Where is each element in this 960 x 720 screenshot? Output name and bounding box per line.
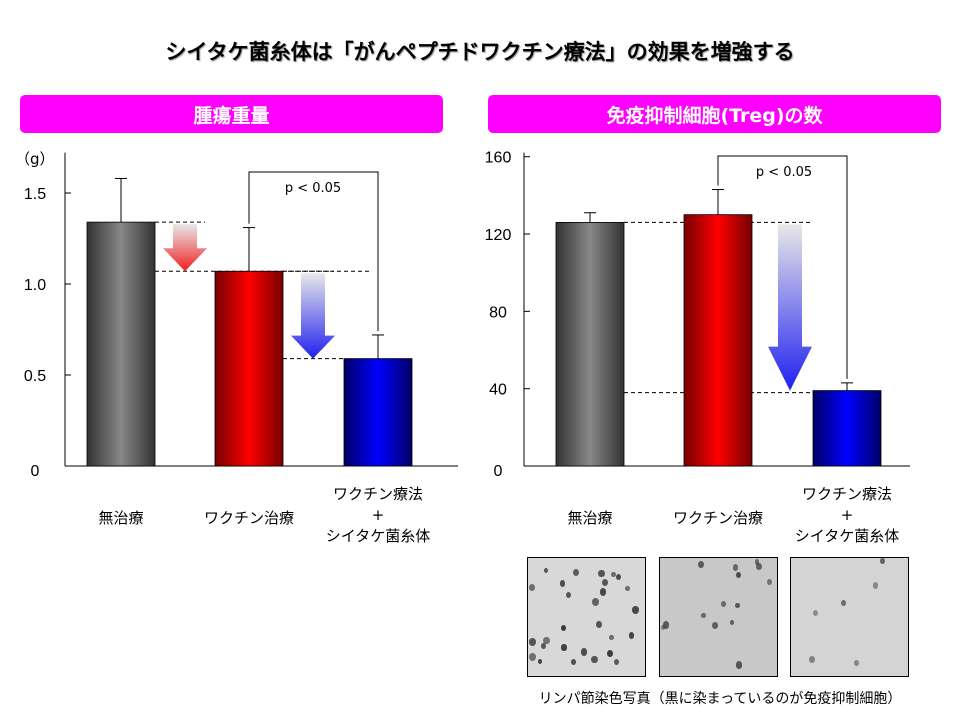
stained-cell	[721, 601, 727, 608]
stained-cell	[580, 648, 588, 656]
category-label: ワクチン療法	[802, 485, 892, 503]
stained-cell	[632, 606, 639, 615]
stained-cell	[701, 612, 707, 619]
stained-cell	[561, 644, 567, 651]
stained-cell	[529, 583, 536, 591]
stained-cell	[528, 653, 536, 662]
stained-cell	[544, 567, 549, 574]
category-label: ワクチン治療	[673, 509, 763, 527]
p-value-label: p < 0.05	[285, 181, 341, 196]
y-tick-label: 80	[489, 304, 507, 321]
stained-cell	[598, 569, 605, 577]
y-tick-label: 120	[485, 227, 512, 244]
significance-bracket	[248, 171, 379, 331]
significance-bracket	[717, 155, 848, 379]
lymph-node-photo-combined	[790, 557, 909, 677]
stained-cell	[601, 578, 608, 586]
stained-cell	[566, 592, 572, 599]
stained-cell	[615, 573, 621, 581]
stained-cell	[698, 561, 705, 569]
stained-cell	[529, 637, 536, 646]
stained-cell	[660, 625, 665, 631]
treg-count-header: 免疫抑制細胞(Treg)の数	[488, 95, 941, 133]
category-label: +	[841, 506, 854, 524]
category-label: +	[372, 506, 385, 524]
y-axis-unit-label: （g）	[15, 150, 55, 168]
stained-cell	[872, 582, 879, 589]
stained-cell	[628, 632, 635, 639]
stained-cell	[591, 655, 598, 663]
stained-cell	[735, 602, 740, 609]
y-tick-label: 0	[31, 463, 40, 480]
stained-cell	[570, 658, 576, 665]
decrease-arrow-icon	[291, 273, 335, 359]
bar-0	[555, 222, 625, 467]
p-value-label: p < 0.05	[756, 165, 812, 180]
category-label: シイタケ菌糸体	[326, 527, 430, 545]
stained-cell	[735, 571, 741, 579]
stained-cell	[591, 598, 599, 607]
stained-cell	[711, 622, 718, 630]
stained-cell	[572, 569, 579, 577]
stained-cell	[812, 609, 818, 616]
decrease-arrow-icon	[768, 224, 812, 391]
category-label: ワクチン治療	[204, 509, 294, 527]
stained-cell	[560, 624, 566, 631]
y-tick-label: 1.0	[24, 277, 46, 294]
stained-cell	[537, 658, 543, 664]
decrease-arrow-icon	[163, 224, 207, 272]
lymph-node-photo-untreated	[527, 557, 646, 677]
bar-2	[812, 390, 882, 467]
stained-cell	[662, 620, 670, 629]
tumor-weight-header: 腫瘍重量	[20, 95, 443, 133]
y-tick-label: 1.5	[24, 186, 46, 203]
stained-cell	[611, 572, 616, 578]
stained-cell	[808, 656, 815, 664]
bar-2	[343, 358, 413, 467]
stained-cell	[543, 636, 550, 645]
category-label: 無治療	[98, 509, 143, 527]
stained-cell	[880, 558, 885, 565]
stained-cell	[756, 562, 763, 570]
bar-1	[683, 214, 753, 467]
slide-title: シイタケ菌糸体は「がんペプチドワクチン療法」の効果を増強する	[165, 40, 795, 64]
category-label: ワクチン療法	[333, 485, 423, 503]
stained-cell	[729, 620, 735, 626]
bar-1	[214, 270, 284, 467]
stained-cell	[614, 659, 620, 666]
photo-caption: リンパ節染色写真（黒に染まっているのが免疫抑制細胞）	[538, 691, 902, 707]
stained-cell	[854, 660, 859, 666]
y-tick-label: 0.5	[24, 368, 46, 385]
lymph-node-photo-vaccine	[659, 557, 778, 677]
stained-cell	[736, 661, 743, 669]
stained-cell	[767, 579, 773, 586]
category-label: 無治療	[567, 509, 612, 527]
stained-cell	[599, 588, 607, 596]
stained-cell	[841, 600, 846, 607]
stained-cell	[732, 564, 739, 571]
stained-cell	[607, 649, 614, 658]
stained-cell	[625, 585, 630, 592]
bar-0	[86, 221, 156, 467]
stained-cell	[596, 621, 602, 628]
category-label: シイタケ菌糸体	[795, 527, 899, 545]
y-tick-label: 160	[485, 150, 512, 167]
y-tick-label: 0	[494, 463, 503, 480]
y-tick-label: 40	[489, 382, 507, 399]
stained-cell	[609, 634, 614, 641]
stained-cell	[541, 643, 546, 649]
stained-cell	[559, 580, 566, 587]
stained-cell	[754, 559, 760, 565]
